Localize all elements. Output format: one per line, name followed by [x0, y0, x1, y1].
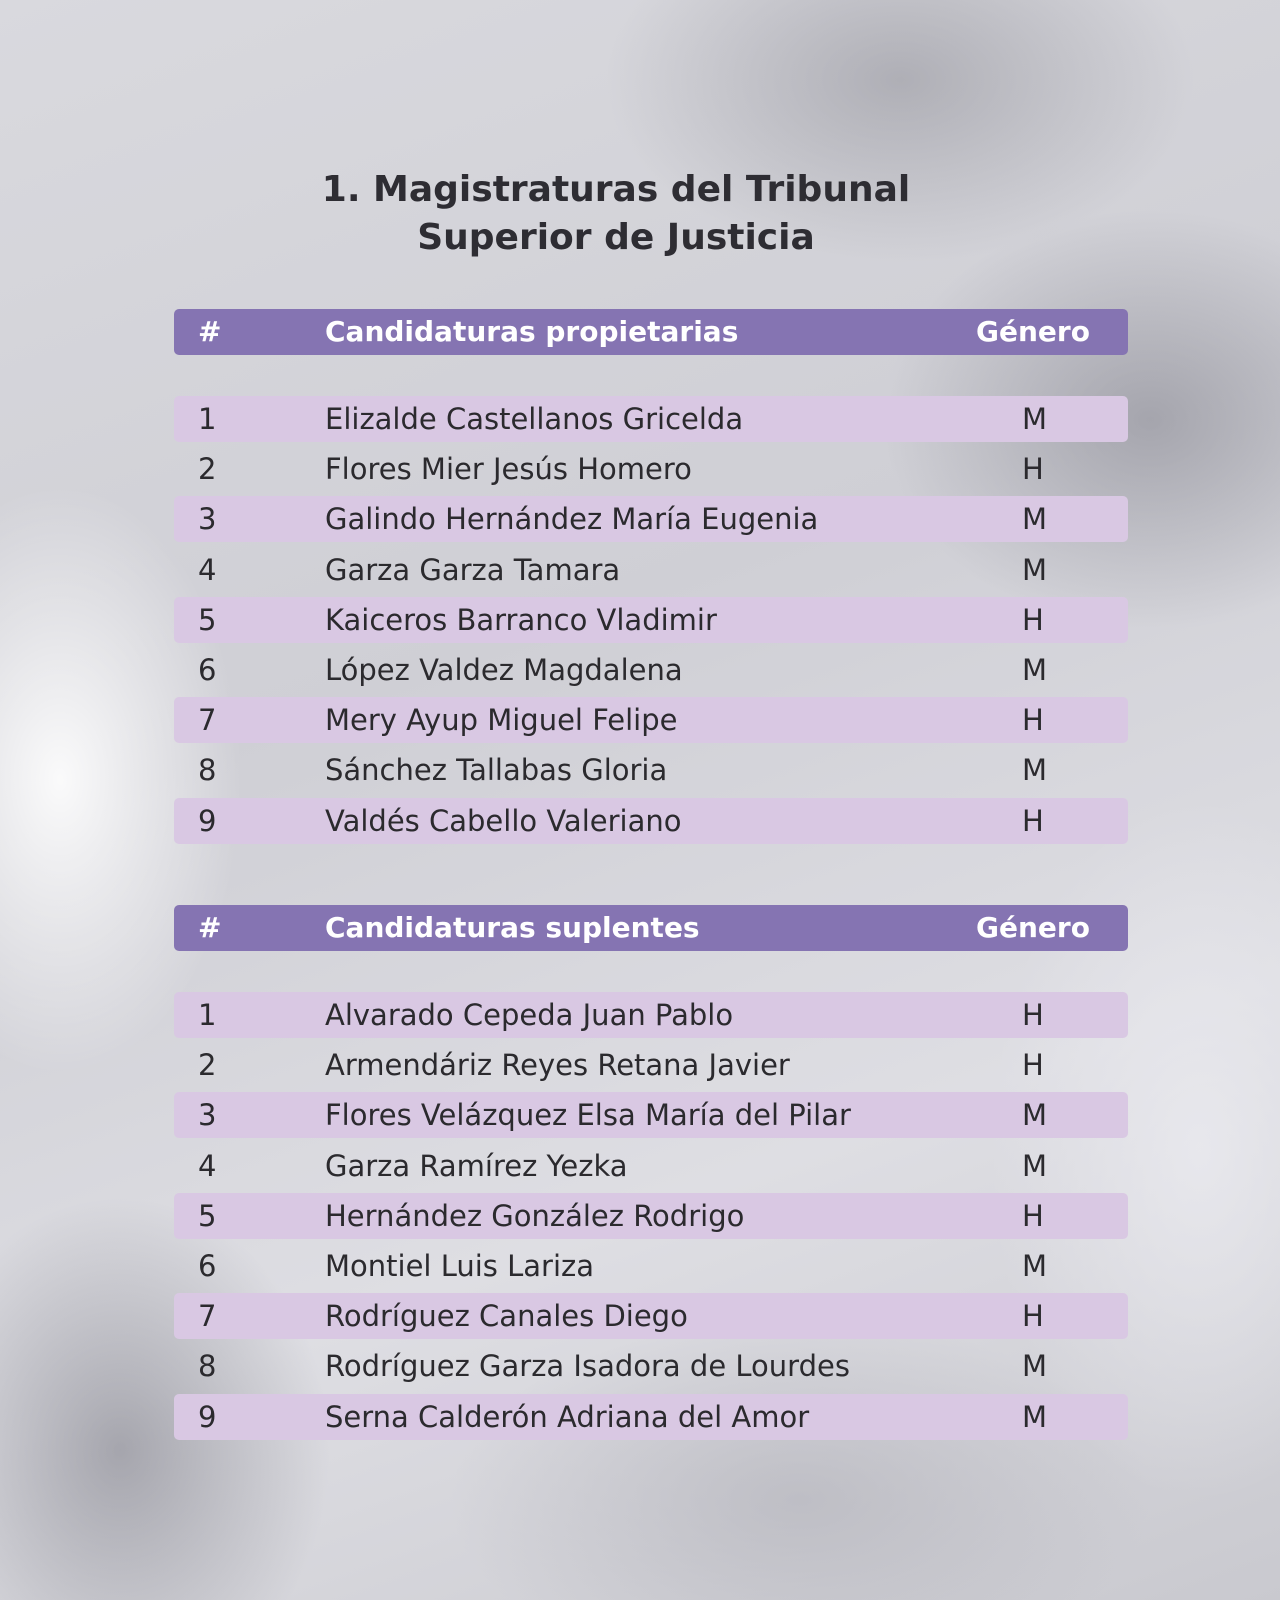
row-gender: M	[1022, 402, 1048, 436]
row-name: Mery Ayup Miguel Felipe	[325, 703, 678, 738]
row-gender: H	[1022, 1299, 1044, 1334]
row-num: 7	[198, 1299, 217, 1334]
row-num: 2	[198, 452, 217, 487]
row-num: 3	[198, 1098, 217, 1133]
row-name: Armendáriz Reyes Retana Javier	[325, 1048, 790, 1083]
header-name: Candidaturas suplentes	[325, 911, 700, 944]
table-row: 8 Rodríguez Garza Isadora de Lourdes M	[174, 1343, 1128, 1389]
title-line-1: 1. Magistraturas del Tribunal	[321, 169, 911, 210]
row-num: 6	[198, 1248, 217, 1283]
row-gender: M	[1022, 502, 1048, 537]
row-name: Valdés Cabello Valeriano	[325, 803, 682, 838]
row-name: Rodríguez Canales Diego	[325, 1299, 688, 1334]
table-row: 5 Kaiceros Barranco Vladimir H	[174, 596, 1128, 643]
row-num: 9	[198, 803, 217, 838]
table-row: 9 Valdés Cabello Valeriano H	[174, 797, 1128, 844]
row-gender: M	[1022, 1399, 1048, 1434]
row-gender: H	[1022, 452, 1044, 487]
row-name: Flores Velázquez Elsa María del Pilar	[325, 1098, 851, 1133]
header-name: Candidaturas propietarias	[325, 315, 739, 348]
row-num: 9	[198, 1399, 217, 1434]
row-gender: M	[1022, 552, 1048, 587]
table-propietarias: # Candidaturas propietarias Género 1 Eli…	[174, 309, 1128, 848]
table-row: 6 Montiel Luis Lariza M	[174, 1243, 1128, 1289]
table-row: 9 Serna Calderón Adriana del Amor M	[174, 1393, 1128, 1440]
row-gender: H	[1022, 803, 1044, 838]
row-gender: M	[1022, 1148, 1048, 1183]
row-gender: M	[1022, 1349, 1048, 1384]
row-num: 2	[198, 1048, 217, 1083]
table-suplentes: # Candidaturas suplentes Género 1 Alvara…	[174, 905, 1128, 1444]
table-header: # Candidaturas suplentes Género	[174, 905, 1128, 951]
table-row: 4 Garza Ramírez Yezka M	[174, 1143, 1128, 1189]
row-name: Serna Calderón Adriana del Amor	[325, 1399, 810, 1434]
table-row: 2 Armendáriz Reyes Retana Javier H	[174, 1042, 1128, 1088]
table-row: 1 Alvarado Cepeda Juan Pablo H	[174, 992, 1128, 1038]
page-title: 1. Magistraturas del Tribunal Superior d…	[0, 166, 1232, 262]
row-name: Kaiceros Barranco Vladimir	[325, 602, 717, 637]
row-name: Garza Ramírez Yezka	[325, 1148, 628, 1183]
row-num: 3	[198, 502, 217, 537]
row-num: 6	[198, 652, 217, 687]
table-header: # Candidaturas propietarias Género	[174, 309, 1128, 355]
row-gender: M	[1022, 1098, 1048, 1133]
table-row: 6 López Valdez Magdalena M	[174, 647, 1128, 693]
row-num: 8	[198, 1349, 217, 1384]
row-gender: H	[1022, 1198, 1044, 1233]
table-row: 3 Flores Velázquez Elsa María del Pilar …	[174, 1092, 1128, 1139]
row-gender: H	[1022, 602, 1044, 637]
table-row: 1 Elizalde Castellanos Gricelda M	[174, 396, 1128, 442]
row-name: Galindo Hernández María Eugenia	[325, 502, 819, 537]
header-num: #	[198, 911, 222, 944]
row-num: 8	[198, 753, 217, 788]
table-row: 7 Rodríguez Canales Diego H	[174, 1293, 1128, 1340]
table-row: 3 Galindo Hernández María Eugenia M	[174, 496, 1128, 543]
row-num: 7	[198, 703, 217, 738]
row-gender: M	[1022, 753, 1048, 788]
row-gender: H	[1022, 998, 1044, 1032]
row-name: Sánchez Tallabas Gloria	[325, 753, 668, 788]
row-gender: H	[1022, 1048, 1044, 1083]
table-row: 7 Mery Ayup Miguel Felipe H	[174, 697, 1128, 744]
table-row: 2 Flores Mier Jesús Homero H	[174, 446, 1128, 492]
row-num: 5	[198, 1198, 217, 1233]
header-gender: Género	[976, 315, 1090, 348]
row-num: 5	[198, 602, 217, 637]
table-row: 5 Hernández González Rodrigo H	[174, 1192, 1128, 1239]
table-row: 4 Garza Garza Tamara M	[174, 547, 1128, 593]
row-num: 4	[198, 1148, 217, 1183]
row-name: Flores Mier Jesús Homero	[325, 452, 692, 487]
header-gender: Género	[976, 911, 1090, 944]
row-name: López Valdez Magdalena	[325, 652, 683, 687]
row-name: Elizalde Castellanos Gricelda	[325, 402, 744, 436]
table-row: 8 Sánchez Tallabas Gloria M	[174, 747, 1128, 793]
row-name: Hernández González Rodrigo	[325, 1198, 745, 1233]
row-gender: M	[1022, 1248, 1048, 1283]
row-name: Rodríguez Garza Isadora de Lourdes	[325, 1349, 850, 1384]
row-name: Alvarado Cepeda Juan Pablo	[325, 998, 734, 1032]
title-line-2: Superior de Justicia	[417, 217, 815, 258]
row-num: 1	[198, 402, 217, 436]
row-name: Montiel Luis Lariza	[325, 1248, 595, 1283]
row-gender: H	[1022, 703, 1044, 738]
row-gender: M	[1022, 652, 1048, 687]
row-num: 1	[198, 998, 217, 1032]
row-num: 4	[198, 552, 217, 587]
header-num: #	[198, 315, 222, 348]
row-name: Garza Garza Tamara	[325, 552, 621, 587]
